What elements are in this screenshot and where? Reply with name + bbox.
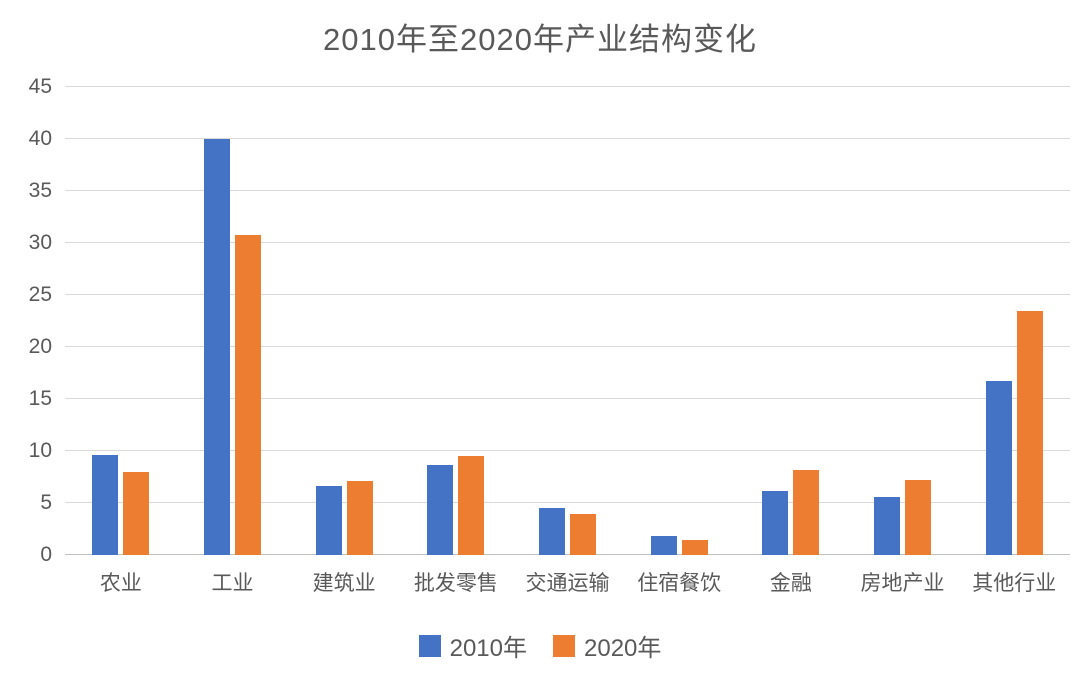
x-label-3: 批发零售 [413, 572, 498, 595]
bar-group-8 [958, 87, 1070, 555]
bar-group-5 [623, 87, 735, 555]
y-axis-labels: 0 5 10 15 20 25 30 35 40 45 [0, 76, 52, 566]
bar-series0-cat3 [427, 464, 454, 555]
x-axis-labels: 农业 工业 建筑业 批发零售 交通运输 住宿餐饮 金融 房地产业 其他行业 [65, 567, 1070, 597]
bar-series1-cat3 [458, 456, 485, 555]
legend-item-1: 2020年 [553, 628, 661, 663]
bar-series0-cat0 [92, 455, 119, 555]
y-tick-label-45: 45 [28, 75, 52, 98]
bar-series0-cat8 [985, 381, 1012, 555]
gridline-20 [65, 346, 1070, 347]
legend-swatch-icon [418, 634, 441, 657]
bar-series0-cat4 [539, 508, 566, 555]
gridline-35 [65, 190, 1070, 191]
bar-series0-cat1 [204, 139, 230, 555]
x-label-8: 其他行业 [972, 572, 1057, 595]
y-tick-label-5: 5 [40, 491, 52, 515]
gridline-45 [65, 86, 1070, 87]
gridline-40 [65, 138, 1070, 139]
x-label-2: 建筑业 [312, 572, 376, 595]
legend-item-0: 2010年 [418, 628, 527, 663]
y-tick-label-15: 15 [28, 387, 52, 411]
gridline-0 [65, 554, 1070, 555]
x-label-7: 房地产业 [860, 572, 945, 595]
bar-groups [65, 87, 1070, 555]
bar-group-3 [400, 87, 512, 555]
x-label-1: 工业 [211, 572, 254, 595]
x-label-5: 住宿餐饮 [637, 572, 722, 595]
bar-series0-cat6 [762, 490, 789, 555]
bar-series1-cat2 [346, 481, 373, 555]
bar-series0-cat7 [874, 496, 901, 555]
x-label-4: 交通运输 [525, 572, 610, 595]
bar-series0-cat5 [650, 536, 677, 555]
y-tick-label-30: 30 [28, 231, 52, 255]
gridline-10 [65, 450, 1070, 451]
y-tick-label-20: 20 [28, 335, 52, 359]
gridline-5 [65, 502, 1070, 503]
x-label-0: 农业 [99, 572, 142, 595]
bar-series1-cat7 [905, 480, 932, 555]
bar-series1-cat8 [1016, 310, 1043, 555]
bar-series1-cat4 [570, 514, 597, 555]
bar-series1-cat0 [123, 471, 150, 555]
legend-label-1: 2020年 [584, 635, 662, 662]
bar-group-7 [847, 87, 959, 555]
legend-label-0: 2010年 [449, 635, 527, 662]
bar-group-2 [288, 87, 400, 555]
y-tick-label-40: 40 [28, 127, 52, 151]
bar-group-0 [65, 87, 177, 555]
bar-series1-cat5 [681, 540, 708, 555]
gridline-30 [65, 242, 1070, 244]
legend-swatch-icon [553, 634, 575, 657]
bar-series0-cat2 [315, 486, 342, 555]
bar-group-1 [177, 87, 289, 555]
chart-title: 2010年至2020年产业结构变化 [323, 22, 757, 57]
legend: 2010年 2020年 [0, 628, 1080, 663]
bar-group-4 [512, 87, 624, 555]
gridline-15 [65, 398, 1070, 400]
gridline-25 [65, 294, 1070, 295]
plot-area [65, 86, 1070, 555]
bar-group-6 [735, 87, 847, 555]
y-tick-label-0: 0 [40, 543, 52, 566]
y-tick-label-35: 35 [28, 179, 52, 202]
bar-series1-cat6 [793, 469, 820, 555]
y-tick-label-10: 10 [28, 439, 52, 463]
y-tick-label-25: 25 [28, 283, 52, 306]
bar-series1-cat1 [235, 234, 261, 555]
x-label-6: 金融 [769, 572, 812, 595]
